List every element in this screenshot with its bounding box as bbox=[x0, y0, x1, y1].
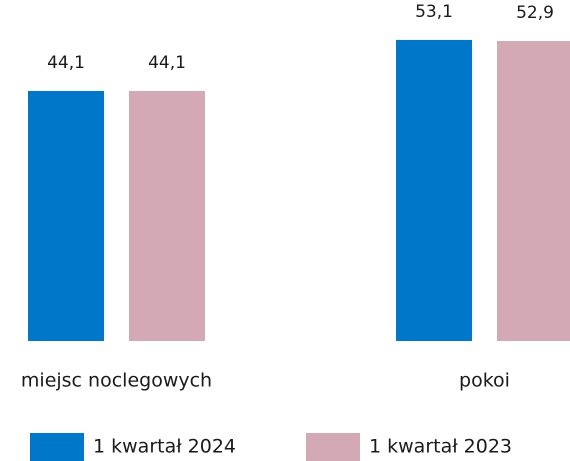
value-label: 53,1 bbox=[415, 2, 453, 22]
value-label: 44,1 bbox=[148, 53, 186, 73]
bar bbox=[129, 90, 205, 341]
bar bbox=[28, 90, 104, 341]
bar bbox=[396, 39, 472, 341]
legend-label: 1 kwartał 2023 bbox=[369, 436, 512, 458]
value-label: 52,9 bbox=[516, 3, 554, 23]
legend-swatch bbox=[306, 433, 360, 461]
value-label: 44,1 bbox=[47, 53, 85, 73]
legend-label: 1 kwartał 2024 bbox=[93, 436, 236, 458]
category-label: miejsc noclegowych bbox=[21, 370, 212, 392]
bar bbox=[497, 41, 570, 341]
legend-swatch bbox=[30, 433, 84, 461]
category-label: pokoi bbox=[459, 370, 510, 392]
